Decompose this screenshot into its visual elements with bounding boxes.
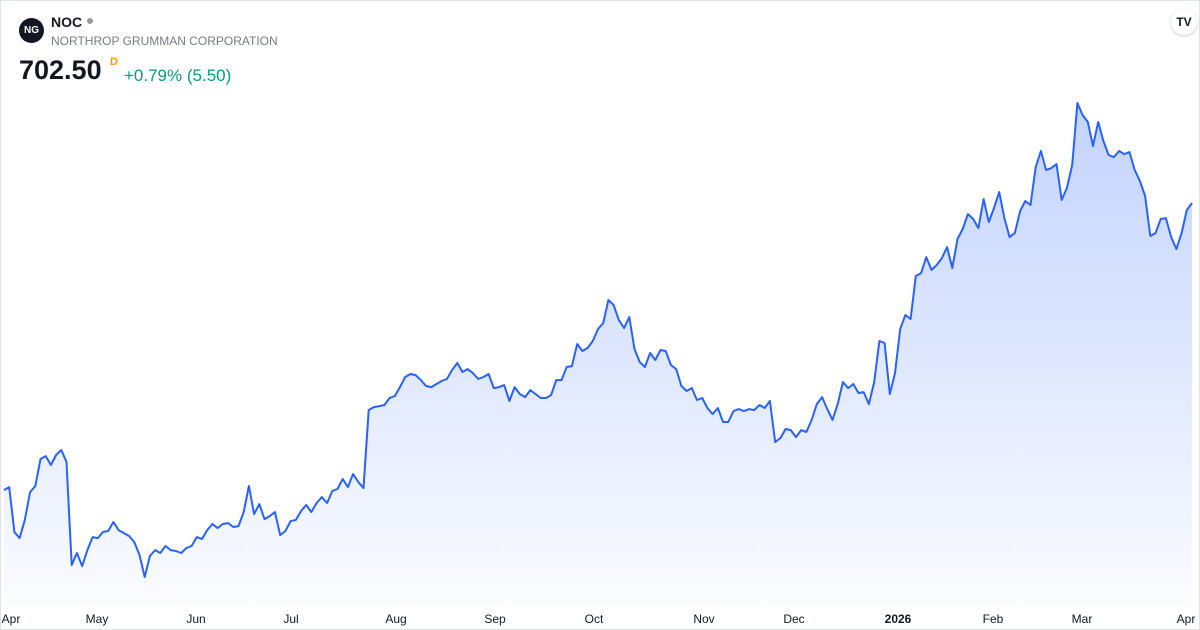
logo: NG: [19, 18, 44, 43]
x-axis-label: Feb: [983, 612, 1004, 626]
x-axis-label: Sep: [484, 612, 506, 626]
x-axis-label: Aug: [385, 612, 406, 626]
x-axis-label: Apr: [2, 612, 21, 626]
price-flag: D: [110, 56, 118, 68]
x-axis-label: Oct: [585, 612, 604, 626]
tv-logo[interactable]: TV: [1171, 9, 1197, 35]
x-axis-label: Jun: [186, 612, 205, 626]
status-dot: [87, 18, 93, 24]
x-axis-label: May: [86, 612, 109, 626]
change: +0.79% (5.50): [124, 66, 232, 85]
x-axis-label: Apr: [1177, 612, 1196, 626]
x-axis-label: Mar: [1072, 612, 1093, 626]
area-fill: [4, 103, 1192, 606]
symbol: NOC: [51, 14, 83, 30]
price-line: [3, 102, 1193, 578]
price: 702.50: [19, 55, 102, 85]
x-axis-label: Nov: [693, 612, 714, 626]
x-axis-label: Jul: [283, 612, 298, 626]
x-axis-label: Dec: [783, 612, 804, 626]
company: NORTHROP GRUMMAN CORPORATION: [51, 34, 278, 48]
x-axis-label: 2026: [885, 612, 912, 626]
